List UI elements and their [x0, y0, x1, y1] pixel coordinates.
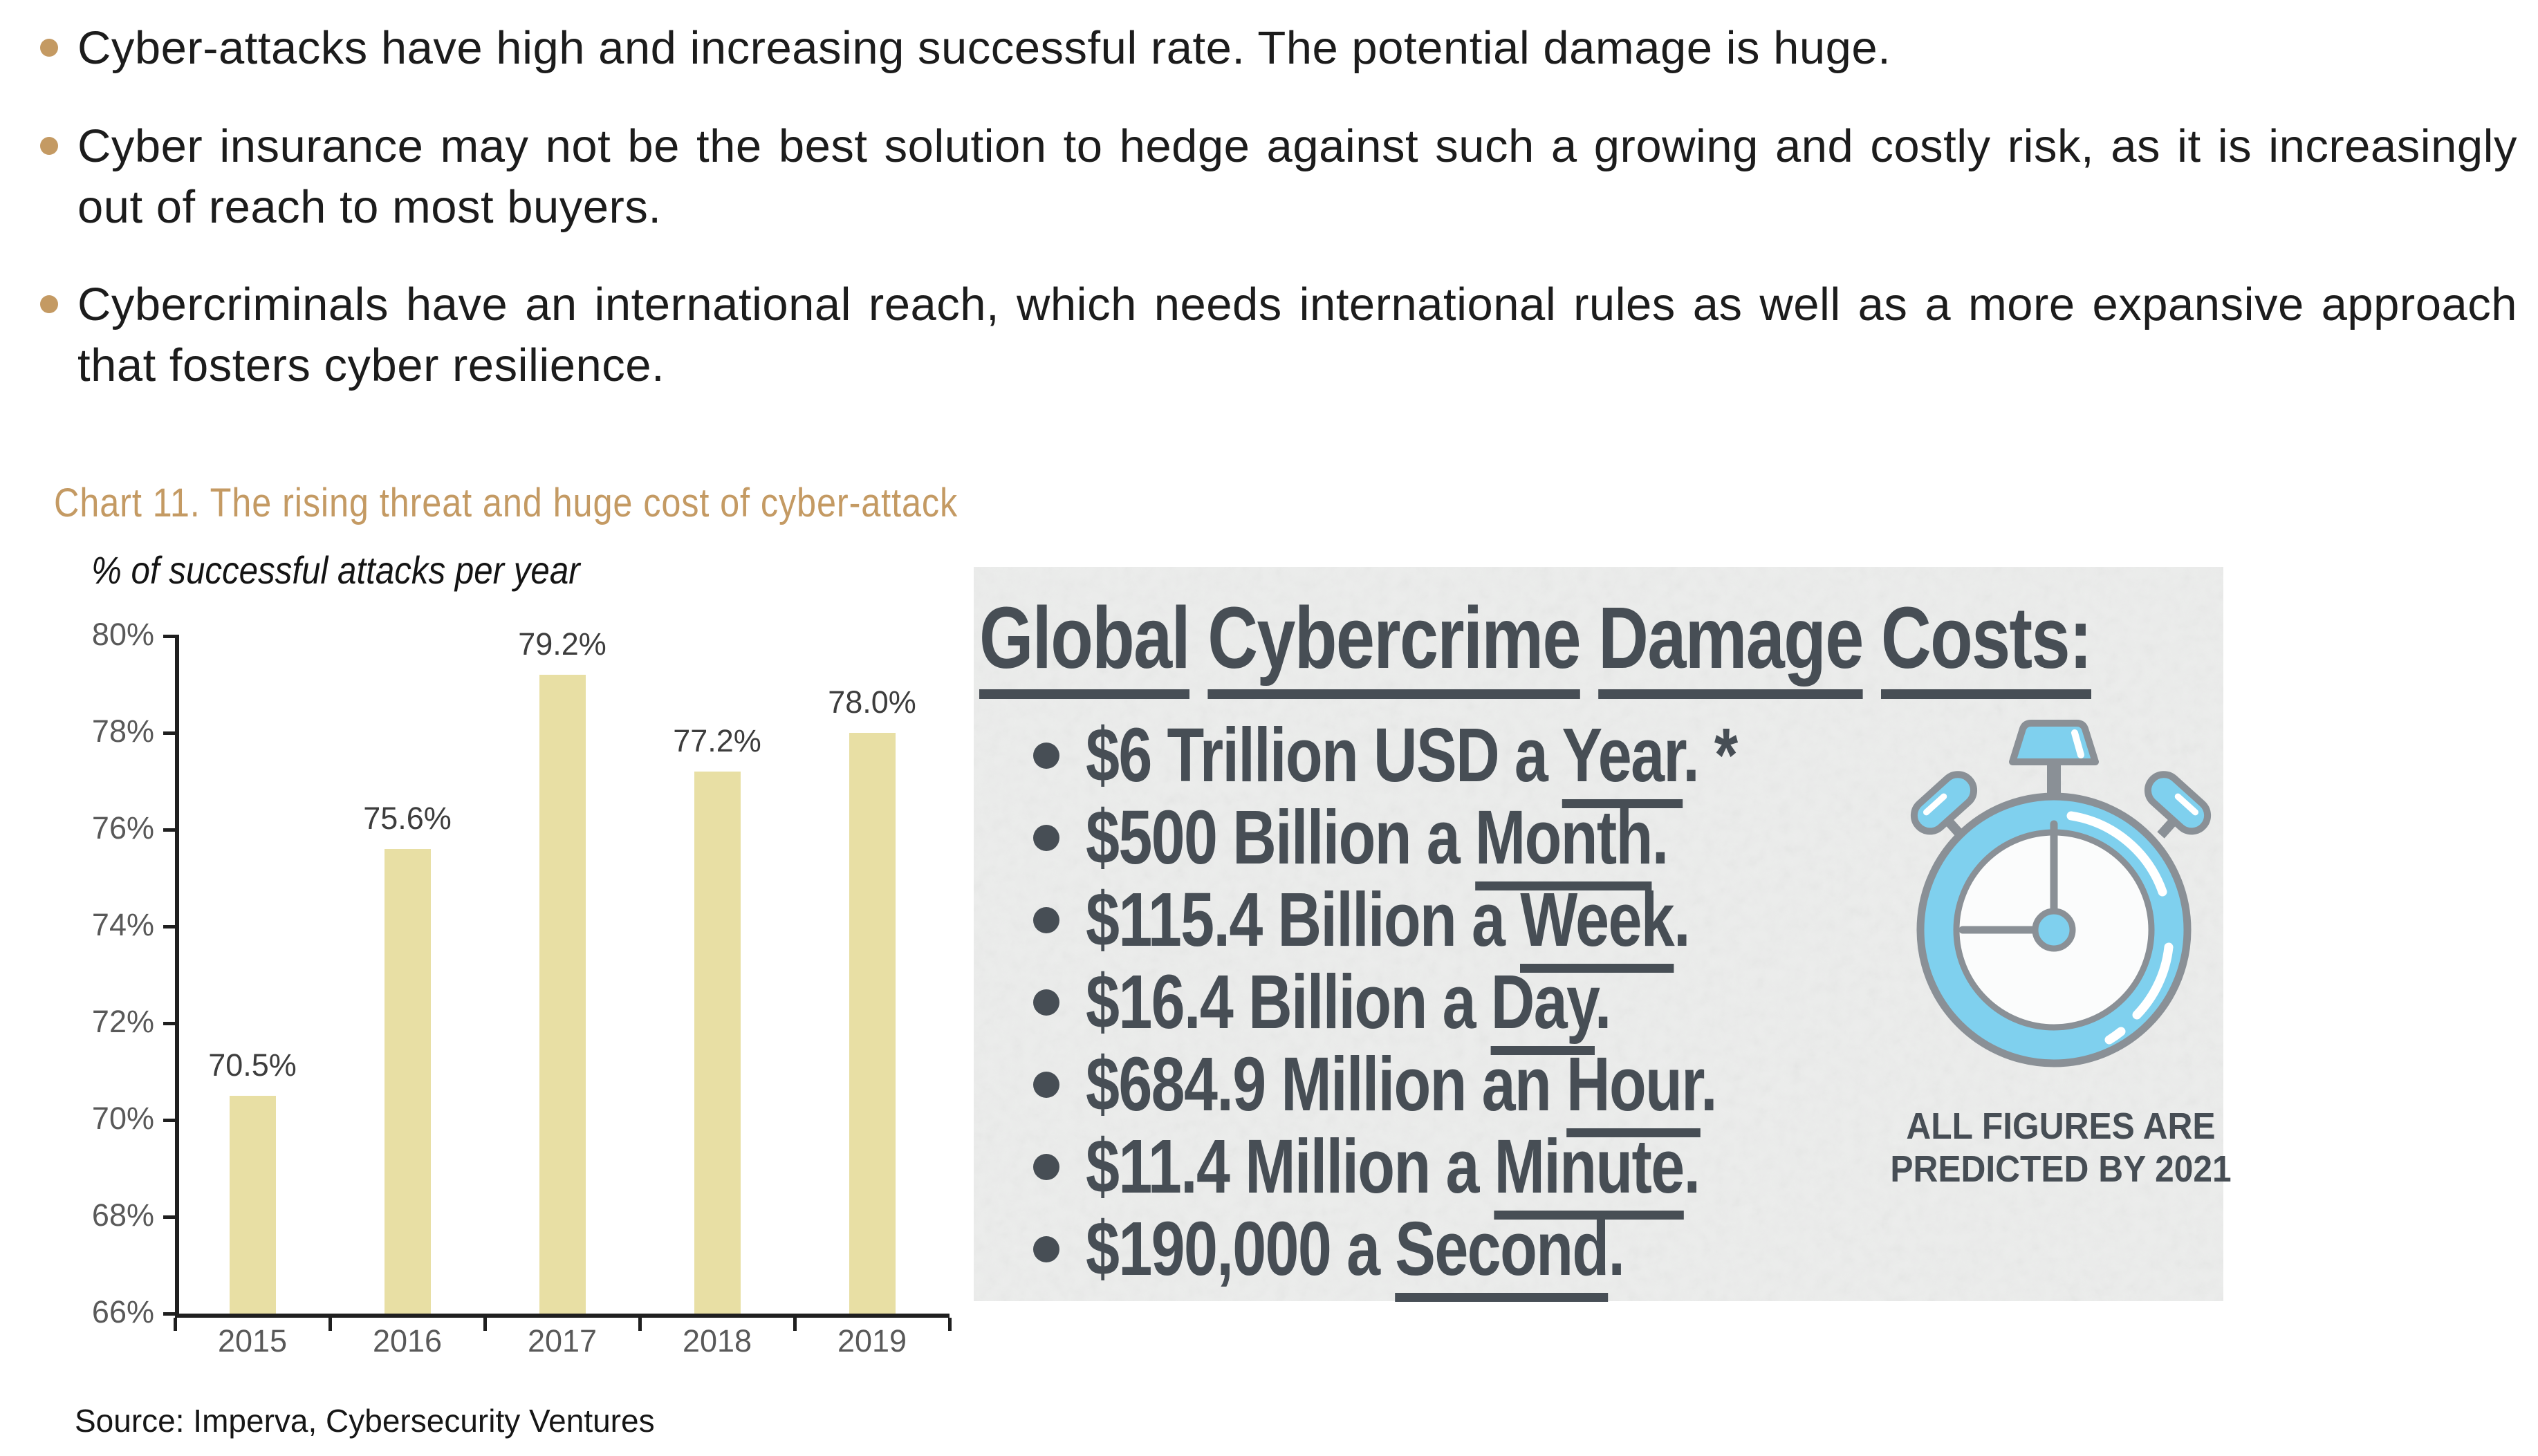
y-axis-tick [163, 1215, 175, 1219]
bar-value-label: 75.6% [363, 801, 452, 836]
infographic-item-text: $190,000 a Second. [1086, 1206, 1625, 1302]
bullet-item-2: Cyber insurance may not be the best solu… [36, 116, 2517, 238]
y-axis-tick [163, 828, 175, 832]
infographic-item-5: $684.9 Million an Hour. [974, 1041, 1900, 1137]
y-axis-tick [163, 1022, 175, 1025]
bar-value-label: 77.2% [673, 723, 761, 758]
infographic-title-word: Cybercrime [1207, 589, 1582, 699]
infographic-bullet-marker [1033, 742, 1059, 769]
underlined-word: Hour [1566, 1041, 1702, 1137]
infographic-bullet-marker [1033, 1235, 1059, 1262]
stopwatch-icon [1910, 720, 2212, 1067]
infographic-item-6: $11.4 Million a Minute. [974, 1123, 1900, 1220]
x-axis-label: 2016 [372, 1323, 443, 1359]
x-axis-tick [174, 1318, 177, 1331]
bullet-marker [40, 295, 58, 314]
underlined-word: Day [1490, 959, 1595, 1055]
bullet-item-1: Cyber-attacks have high and increasing s… [36, 18, 2517, 79]
infographic-item-text: $115.4 Billion a Week. [1086, 877, 1691, 973]
x-axis [175, 1314, 950, 1318]
infographic-bullet-marker [1033, 989, 1059, 1016]
bullet-text: Cyber insurance may not be the best solu… [77, 120, 2517, 233]
x-axis-label: 2019 [837, 1323, 907, 1359]
bullet-marker [40, 136, 58, 155]
x-axis-label: 2015 [217, 1323, 288, 1359]
x-axis-tick [793, 1318, 797, 1331]
x-axis-tick [948, 1318, 952, 1331]
chart-subtitle: % of successful attacks per year [91, 548, 580, 592]
y-axis-tick [163, 1119, 175, 1122]
chart-title: Chart 11. The rising threat and huge cos… [54, 480, 958, 525]
bullet-text: Cybercriminals have an international rea… [77, 279, 2517, 392]
infographic-bullet-marker [1033, 824, 1059, 851]
x-axis-label: 2018 [682, 1323, 752, 1359]
stopwatch-caption: ALL FIGURES ARE PREDICTED BY 2021 [1858, 1105, 2265, 1191]
bar-2019 [849, 733, 896, 1314]
infographic-item-list: $6 Trillion USD a Year. * $500 Billion a … [974, 712, 1900, 1302]
infographic-item-7: $190,000 a Second. [974, 1206, 1900, 1302]
bullet-list: Cyber-attacks have high and increasing s… [36, 18, 2517, 433]
y-axis-label: 72% [91, 1004, 154, 1039]
bar-value-label: 79.2% [518, 626, 606, 662]
stopwatch-caption-line: PREDICTED BY 2021 [1890, 1148, 2232, 1191]
infographic-item-4: $16.4 Billion a Day. [974, 959, 1900, 1055]
bullet-item-3: Cybercriminals have an international rea… [36, 274, 2517, 396]
x-axis-tick [483, 1318, 487, 1331]
y-axis-label: 78% [91, 713, 154, 749]
y-axis-label: 74% [91, 907, 154, 942]
underlined-word: Year [1562, 712, 1684, 808]
y-axis-label: 76% [91, 810, 154, 846]
infographic-item-2: $500 Billion a Month. [974, 794, 1900, 890]
bullet-marker [40, 39, 58, 57]
y-axis-label: 70% [91, 1101, 154, 1136]
underlined-word: Week [1520, 877, 1675, 973]
infographic-title-word: Global [979, 589, 1191, 699]
infographic-bullet-marker [1033, 1071, 1059, 1098]
y-axis [175, 635, 179, 1316]
y-axis-tick [163, 1312, 175, 1316]
infographic-item-text: $684.9 Million an Hour. [1086, 1041, 1717, 1137]
x-axis-tick [328, 1318, 332, 1331]
underlined-word: Month [1474, 794, 1653, 890]
y-axis-tick [163, 925, 175, 928]
infographic-bullet-marker [1033, 1153, 1059, 1180]
infographic-item-3: $115.4 Billion a Week. [974, 877, 1900, 973]
bar-value-label: 78.0% [828, 684, 916, 720]
infographic-item-1: $6 Trillion USD a Year. * [974, 712, 1900, 808]
bar-2018 [694, 772, 741, 1314]
infographic-bullet-marker [1033, 906, 1059, 933]
infographic-title-word: Damage [1598, 589, 1864, 699]
y-axis-tick [163, 731, 175, 735]
y-axis-label: 66% [91, 1294, 154, 1329]
bar-2016 [384, 849, 431, 1314]
underlined-word: Second [1395, 1206, 1609, 1302]
stopwatch-caption-line: ALL FIGURES ARE [1906, 1105, 2216, 1147]
infographic-item-text: $11.4 Million a Minute. [1086, 1123, 1701, 1220]
y-axis-label: 68% [91, 1197, 154, 1233]
y-axis-tick [163, 635, 175, 638]
x-axis-label: 2017 [527, 1323, 598, 1359]
bar-value-label: 70.5% [208, 1047, 297, 1083]
bar-2017 [539, 675, 586, 1314]
bullet-text: Cyber-attacks have high and increasing s… [77, 22, 1891, 74]
bar-2015 [229, 1096, 276, 1314]
infographic-title-word: Costs: [1880, 589, 2093, 699]
underlined-word: Minute [1494, 1123, 1685, 1220]
y-axis-label: 80% [91, 617, 154, 652]
infographic-item-text: $500 Billion a Month. [1086, 794, 1669, 890]
infographic-item-text: $16.4 Billion a Day. [1086, 959, 1611, 1055]
infographic-title: Global Cybercrime Damage Costs: [979, 589, 2093, 699]
source-note: Source: Imperva, Cybersecurity Ventures [75, 1403, 655, 1439]
infographic-item-text: $6 Trillion USD a Year. * [1086, 712, 1738, 808]
x-axis-tick [638, 1318, 642, 1331]
